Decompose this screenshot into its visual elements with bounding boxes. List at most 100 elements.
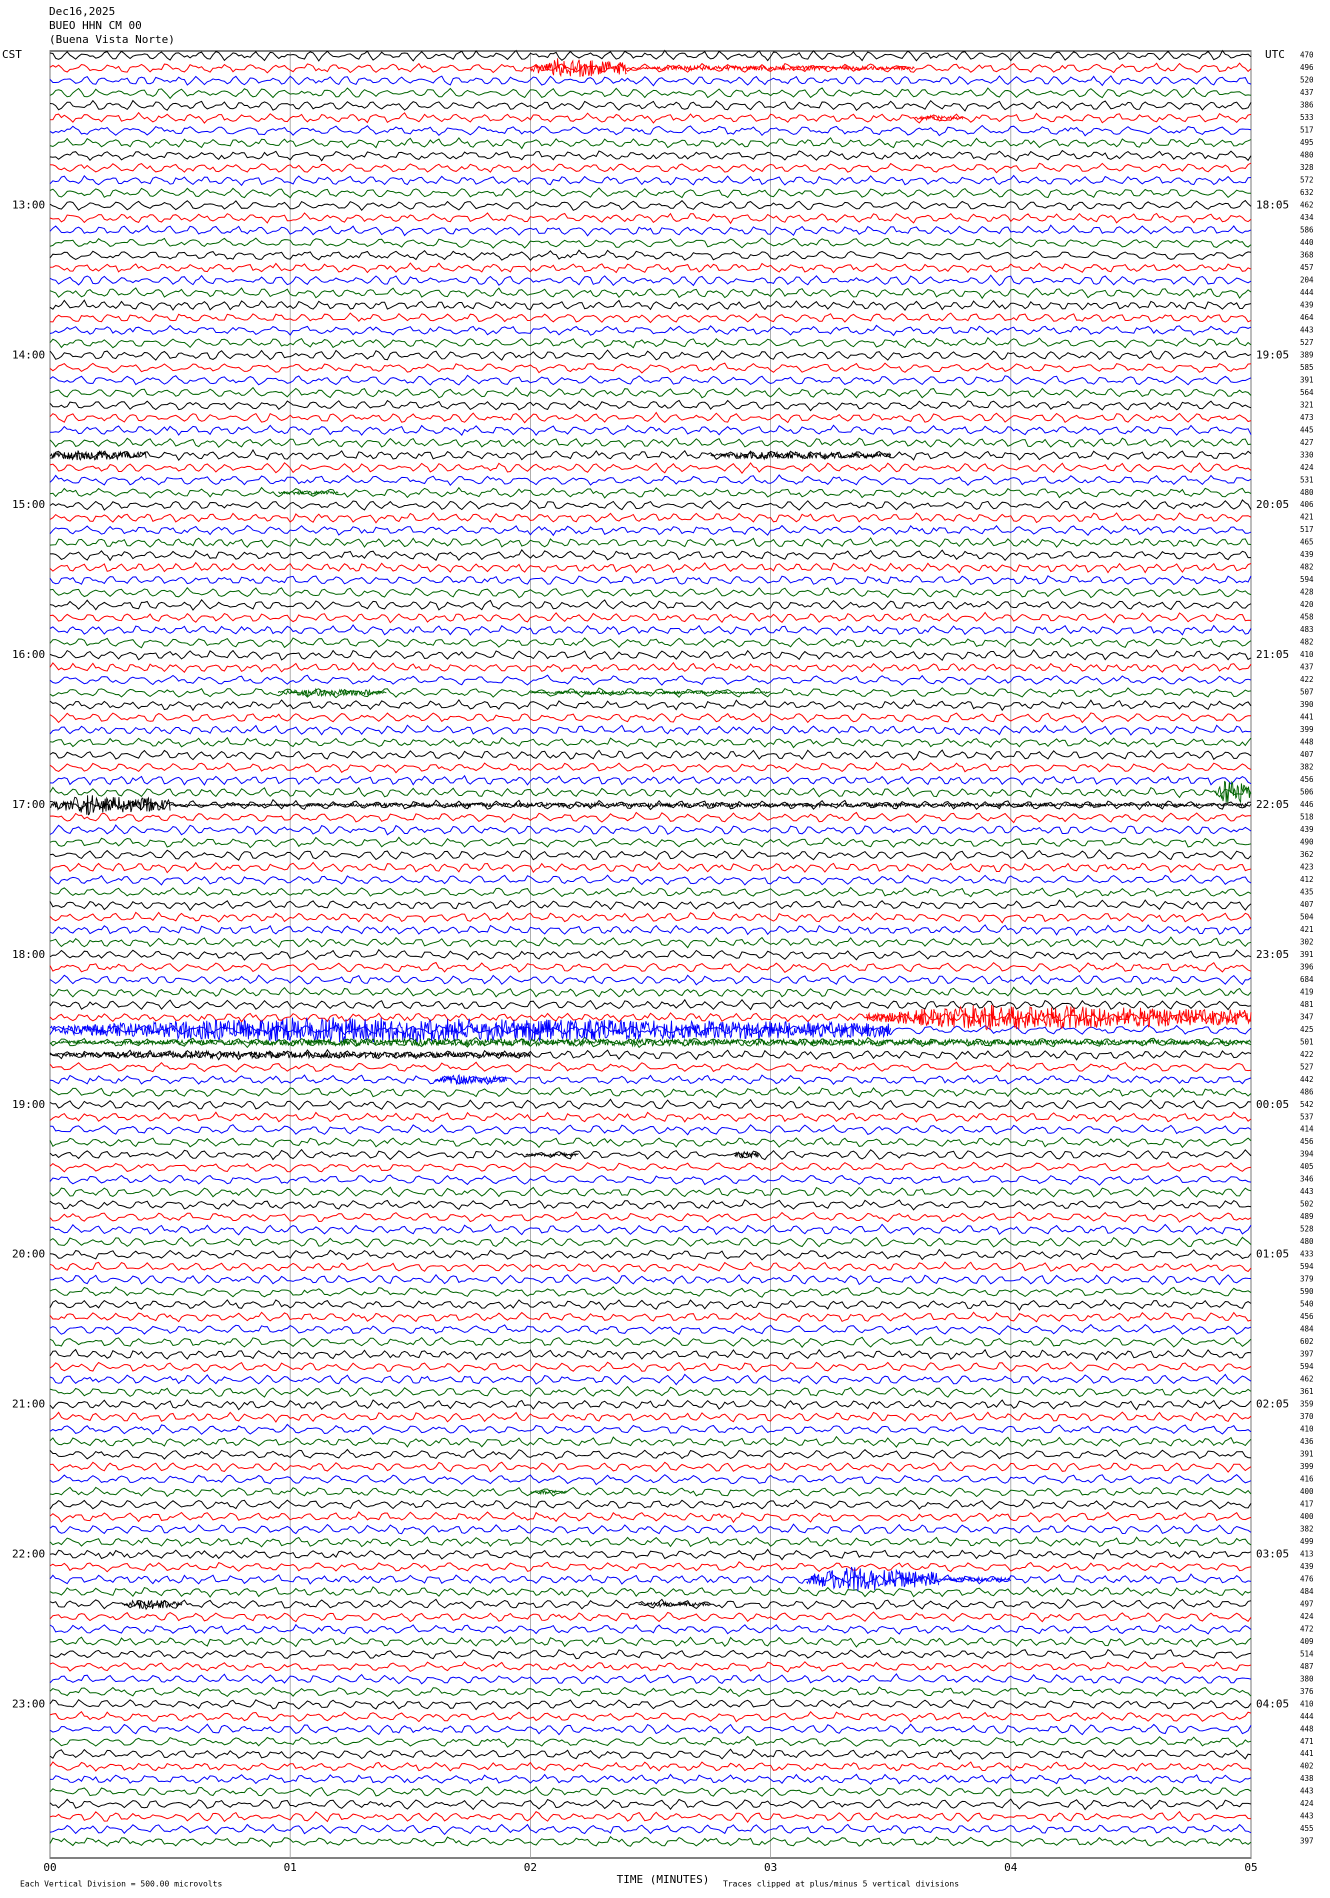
trace xyxy=(49,249,1252,261)
left-hour-label: 19:00 xyxy=(12,1098,45,1111)
line-label: 409 xyxy=(1300,1637,1314,1646)
trace xyxy=(49,1385,1252,1398)
event-burst xyxy=(434,1074,507,1086)
trace xyxy=(49,687,1252,699)
line-label: 506 xyxy=(1300,788,1314,797)
line-label: 422 xyxy=(1300,675,1314,684)
trace xyxy=(49,486,1252,499)
trace xyxy=(49,399,1252,412)
trace xyxy=(49,774,1252,786)
trace xyxy=(49,287,1252,300)
trace xyxy=(49,374,1252,386)
trace xyxy=(49,1673,1252,1685)
line-label: 428 xyxy=(1300,588,1314,597)
trace xyxy=(49,1061,1252,1073)
line-label: 346 xyxy=(1300,1175,1314,1184)
trace xyxy=(49,474,1252,486)
x-axis-label: TIME (MINUTES) xyxy=(617,1873,710,1886)
line-label: 441 xyxy=(1300,713,1314,722)
trace xyxy=(49,1798,1252,1811)
line-label: 443 xyxy=(1300,1812,1314,1821)
line-label: 380 xyxy=(1300,1674,1314,1683)
trace xyxy=(49,786,1252,799)
event-burst xyxy=(710,450,892,461)
line-label: 594 xyxy=(1300,1262,1314,1271)
line-label: 448 xyxy=(1300,738,1314,747)
trace xyxy=(49,1311,1252,1323)
line-label: 564 xyxy=(1300,388,1314,397)
line-label: 527 xyxy=(1300,338,1314,347)
x-tick-label: 02 xyxy=(524,1861,537,1874)
line-label: 410 xyxy=(1300,1699,1314,1708)
line-label: 471 xyxy=(1300,1737,1314,1746)
line-label: 368 xyxy=(1300,250,1314,259)
line-label: 594 xyxy=(1300,575,1314,584)
trace xyxy=(49,124,1252,137)
line-label: 330 xyxy=(1300,450,1314,459)
trace xyxy=(49,1461,1252,1473)
trace xyxy=(49,1823,1252,1836)
line-label: 484 xyxy=(1300,1587,1314,1596)
line-label: 390 xyxy=(1300,700,1314,709)
right-hour-label: 02:05 xyxy=(1256,1398,1289,1411)
trace xyxy=(49,1148,1252,1161)
trace xyxy=(49,349,1252,361)
line-label: 419 xyxy=(1300,987,1314,996)
footer-right: Traces clipped at plus/minus 5 vertical … xyxy=(723,1880,959,1889)
event-burst xyxy=(49,1037,1252,1048)
right-hour-label: 01:05 xyxy=(1256,1248,1289,1261)
trace xyxy=(49,187,1251,199)
line-label: 572 xyxy=(1300,176,1314,185)
line-label: 590 xyxy=(1300,1287,1314,1296)
line-label: 427 xyxy=(1300,438,1314,447)
trace xyxy=(49,598,1252,611)
trace xyxy=(49,1636,1252,1648)
line-label: 594 xyxy=(1300,1362,1314,1371)
line-label: 399 xyxy=(1300,1462,1314,1471)
right-hour-label: 23:05 xyxy=(1256,948,1289,961)
event-burst xyxy=(938,1575,1012,1583)
trace xyxy=(49,948,1252,961)
trace xyxy=(49,1810,1252,1823)
event-burst xyxy=(50,1017,892,1044)
line-label: 517 xyxy=(1300,525,1314,534)
line-label: 507 xyxy=(1300,688,1314,697)
trace xyxy=(49,212,1252,225)
line-label: 407 xyxy=(1300,900,1314,909)
trace xyxy=(49,1223,1252,1236)
station: BUEO HHN CM 00 xyxy=(49,19,142,32)
trace xyxy=(49,924,1252,937)
line-label: 389 xyxy=(1300,350,1314,359)
line-label: 302 xyxy=(1300,937,1314,946)
line-label: 402 xyxy=(1300,1762,1314,1771)
line-label: 435 xyxy=(1300,887,1314,896)
trace xyxy=(49,1273,1252,1286)
trace xyxy=(49,1536,1252,1548)
right-hour-label: 22:05 xyxy=(1256,798,1289,811)
trace xyxy=(49,899,1252,911)
trace xyxy=(49,836,1252,849)
line-label: 362 xyxy=(1300,850,1314,859)
trace xyxy=(49,299,1252,311)
trace xyxy=(49,1661,1252,1673)
event-burst xyxy=(806,1566,940,1592)
line-label: 489 xyxy=(1300,1212,1314,1221)
line-label: 486 xyxy=(1300,1087,1314,1096)
trace xyxy=(49,274,1252,287)
event-burst xyxy=(626,64,915,72)
trace xyxy=(49,1124,1252,1136)
trace xyxy=(49,424,1252,437)
line-label: 443 xyxy=(1300,325,1314,334)
line-label: 585 xyxy=(1300,363,1314,372)
line-label: 391 xyxy=(1300,950,1314,959)
trace xyxy=(49,362,1252,374)
line-label: 420 xyxy=(1300,600,1314,609)
line-label: 499 xyxy=(1300,1537,1314,1546)
trace xyxy=(49,324,1252,337)
right-hour-label: 04:05 xyxy=(1256,1697,1289,1710)
trace xyxy=(49,1186,1252,1198)
line-label: 414 xyxy=(1300,1125,1314,1134)
trace xyxy=(49,137,1252,150)
line-label: 328 xyxy=(1300,163,1314,172)
